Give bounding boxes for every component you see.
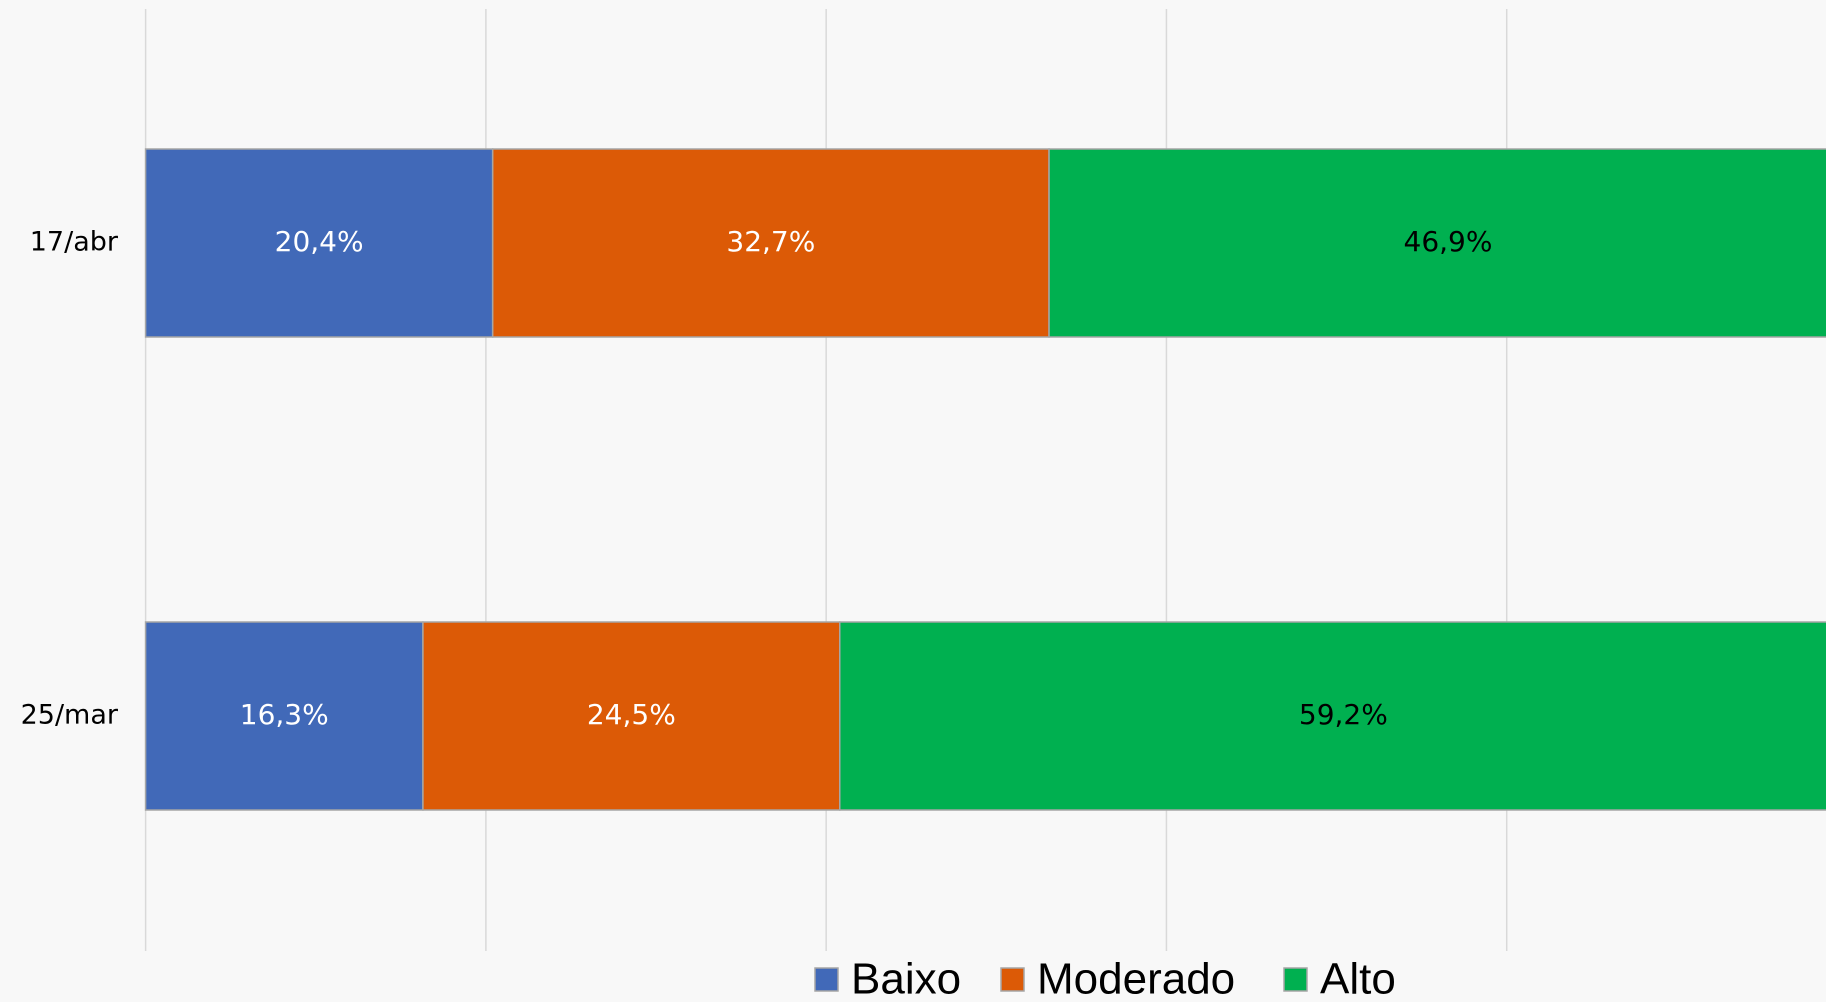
legend-swatch bbox=[814, 967, 839, 992]
bar-segment bbox=[1048, 148, 1826, 338]
data-label: 16,3% bbox=[240, 698, 329, 731]
data-label: 24,5% bbox=[587, 698, 676, 731]
bar-segment bbox=[144, 621, 424, 811]
bar-segment bbox=[491, 148, 1050, 338]
y-tick-label: 25/mar bbox=[21, 700, 119, 731]
data-label: 59,2% bbox=[1299, 698, 1388, 731]
legend-swatch bbox=[1000, 967, 1025, 992]
y-tick-label: 17/abr bbox=[30, 227, 119, 258]
bar-segment bbox=[422, 621, 841, 811]
data-label: 46,9% bbox=[1404, 225, 1493, 258]
data-label: 20,4% bbox=[275, 225, 364, 258]
bar-segment bbox=[839, 621, 1826, 811]
legend-swatch bbox=[1283, 967, 1308, 992]
data-label: 32,7% bbox=[726, 225, 815, 258]
legend-label: Baixo bbox=[851, 955, 961, 1002]
legend-label: Alto bbox=[1320, 955, 1396, 1002]
legend-label: Moderado bbox=[1037, 955, 1235, 1002]
bar-segment bbox=[144, 148, 494, 338]
